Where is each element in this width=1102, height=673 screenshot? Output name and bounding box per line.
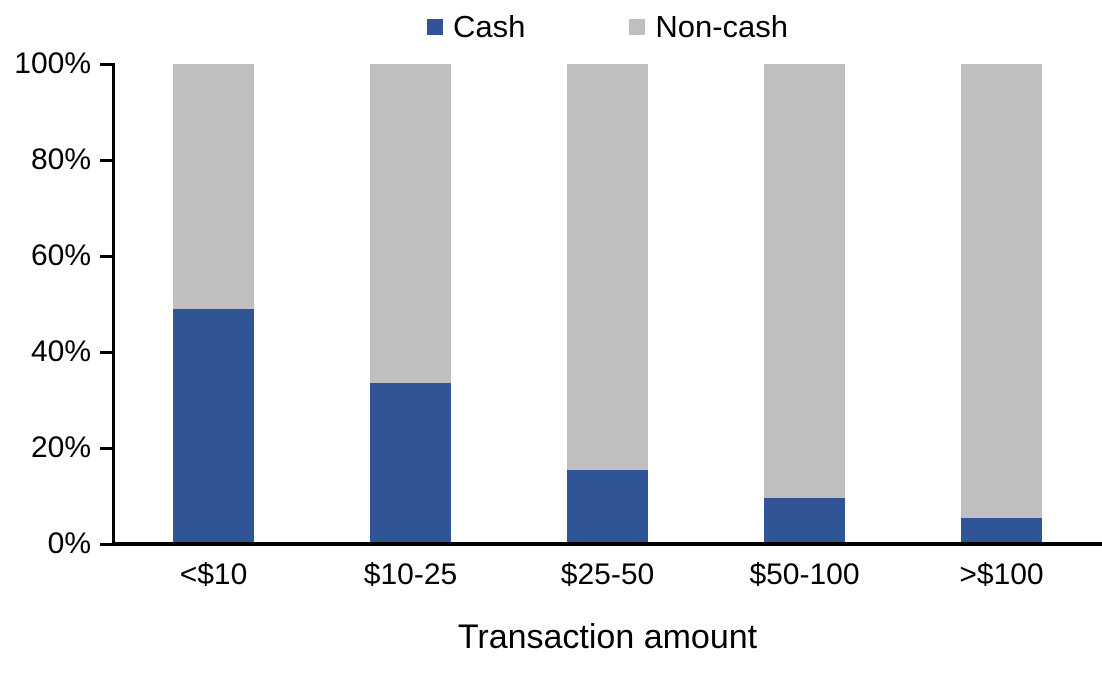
bar-slot-4	[706, 64, 903, 544]
x-axis-labels: <$10 $10-25 $25-50 $50-100 >$100	[115, 556, 1100, 594]
bar-segment-non-cash	[567, 64, 648, 470]
bar-segment-cash	[961, 517, 1042, 544]
y-axis-tick	[100, 159, 113, 162]
bar-slot-3	[509, 64, 706, 544]
bar-segment-cash	[567, 469, 648, 544]
bar-slot-5	[903, 64, 1100, 544]
y-axis-tick-label: 60%	[30, 239, 91, 272]
legend-item-non-cash: Non-cash	[629, 7, 788, 47]
bar-segment-non-cash	[370, 64, 451, 384]
legend: Cash Non-cash	[115, 5, 1100, 49]
bar-slot-2	[312, 64, 509, 544]
y-axis-tick-label: 20%	[30, 431, 91, 464]
y-axis-line	[112, 63, 115, 546]
x-axis-tick-label: >$100	[959, 558, 1044, 591]
y-axis-tick	[100, 351, 113, 354]
x-axis-tick-label: $25-50	[560, 558, 655, 591]
bar-segment-cash	[173, 308, 254, 544]
x-axis-tick-label: $50-100	[749, 558, 860, 591]
legend-item-cash: Cash	[426, 7, 526, 47]
bar-segment-non-cash	[173, 64, 254, 309]
y-axis-tick-label: 0%	[47, 527, 91, 560]
bar-2	[370, 64, 451, 544]
bar-3	[567, 64, 648, 544]
bar-1	[173, 64, 254, 544]
y-axis-tick	[100, 255, 113, 258]
y-axis-tick-label: 100%	[14, 47, 91, 80]
x-axis-tick-label: <$10	[179, 558, 248, 591]
x-axis-title: Transaction amount	[457, 618, 758, 656]
y-axis-tick	[100, 543, 113, 546]
y-axis-tick-label: 80%	[30, 143, 91, 176]
bar-slot-1	[115, 64, 312, 544]
y-axis-tick	[100, 447, 113, 450]
bars-container	[115, 64, 1100, 544]
legend-swatch-icon	[629, 19, 646, 35]
bar-segment-non-cash	[764, 64, 845, 499]
legend-label: Cash	[452, 9, 526, 44]
x-axis-line	[112, 542, 1102, 546]
bar-5	[961, 64, 1042, 544]
y-axis-tick	[100, 63, 113, 66]
bar-segment-cash	[370, 383, 451, 544]
plot-area: 0% 20% 40% 60% 80% 100%	[14, 47, 1102, 560]
bar-4	[764, 64, 845, 544]
bar-segment-non-cash	[961, 64, 1042, 518]
bar-segment-cash	[764, 498, 845, 544]
x-axis-tick-label: $10-25	[363, 558, 458, 591]
y-axis-tick-label: 40%	[30, 335, 91, 368]
legend-swatch-icon	[426, 19, 443, 35]
legend-label: Non-cash	[655, 9, 789, 44]
